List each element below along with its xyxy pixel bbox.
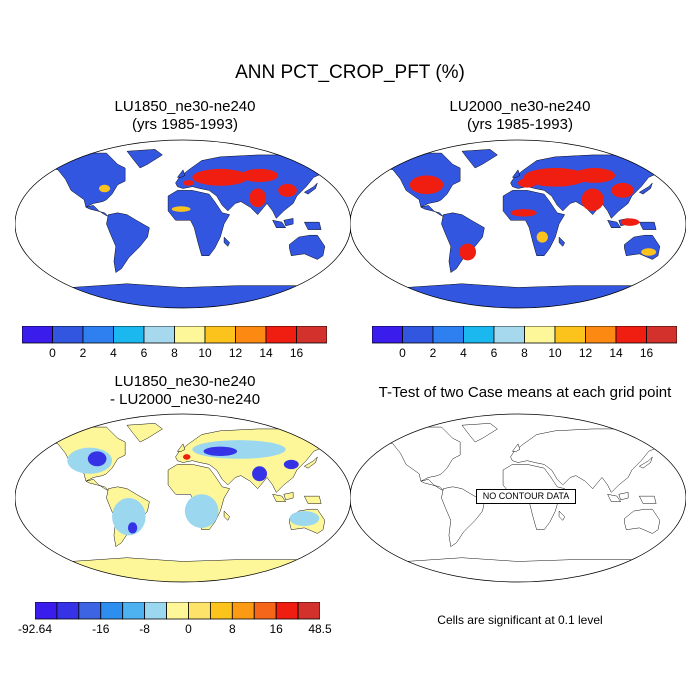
- colorbar-lu2000-tick: 2: [429, 346, 437, 360]
- panel3-title-line2: - LU2000_ne30-ne240: [109, 391, 261, 408]
- panel4-title: T-Test of two Case means at each grid po…: [378, 384, 672, 401]
- colorbar-lu1850-tick: 16: [289, 346, 304, 360]
- panel3-title-line1: LU1850_ne30-ne240: [114, 373, 256, 390]
- colorbar-lu2000-tick: 6: [490, 346, 498, 360]
- colorbar-difference-swatch: [35, 602, 58, 620]
- colorbar-lu1850-tick: 6: [140, 346, 148, 360]
- colorbar-lu2000-ticks: 0 2 4 6 8 10 12 14 16: [372, 346, 677, 362]
- colorbar-difference-swatch: [144, 602, 167, 620]
- colorbar-lu2000-swatch: [646, 326, 677, 344]
- colorbar-lu1850-swatch: [143, 326, 175, 344]
- colorbar-lu2000-tick: 4: [460, 346, 467, 360]
- colorbar-difference-swatch: [253, 602, 277, 620]
- colorbar-lu1850-swatch: [296, 326, 327, 344]
- colorbar-difference-swatch: [231, 602, 255, 620]
- colorbar-lu2000-swatch: [372, 326, 403, 344]
- colorbar-lu1850-tick: 2: [79, 346, 87, 360]
- colorbar-lu1850-tick: 10: [198, 346, 212, 360]
- map-lu1850: [15, 139, 351, 309]
- colorbar-lu2000: [372, 326, 677, 344]
- colorbar-difference-tick: -92.64: [17, 622, 53, 636]
- colorbar-lu1850-tick: 0: [49, 346, 56, 360]
- colorbar-difference-swatch: [166, 602, 189, 620]
- colorbar-difference-swatch: [122, 602, 146, 620]
- colorbar-difference-swatch: [209, 602, 233, 620]
- colorbar-lu1850-tick: 4: [110, 346, 117, 360]
- colorbar-lu1850-swatch: [174, 326, 206, 344]
- colorbar-lu2000-swatch: [615, 326, 647, 344]
- colorbar-lu1850-swatch: [235, 326, 267, 344]
- colorbar-difference-tick: -8: [139, 622, 150, 636]
- colorbar-lu1850-ticks: 0 2 4 6 8 10 12 14 16: [22, 346, 327, 362]
- figure-title: ANN PCT_CROP_PFT (%): [235, 62, 465, 83]
- colorbar-difference-tick: 8: [228, 622, 236, 636]
- crop-high-areas-2000: [409, 168, 640, 261]
- crop-decrease-areas: [87, 446, 299, 534]
- colorbar-difference-tick: -16: [92, 622, 110, 636]
- crop-increase-areas: [183, 454, 191, 460]
- colorbar-lu1850: [22, 326, 327, 344]
- colorbar-difference-swatch: [56, 602, 80, 620]
- colorbar-lu2000-swatch: [402, 326, 434, 344]
- colorbar-lu1850-swatch: [204, 326, 236, 344]
- colorbar-lu2000-tick: 12: [578, 346, 593, 360]
- map-lu2000: [350, 139, 686, 309]
- panel2-title-line2: (yrs 1985-1993): [467, 116, 573, 133]
- colorbar-lu1850-swatch: [52, 326, 84, 344]
- colorbar-lu2000-swatch: [524, 326, 556, 344]
- panel1-title: LU1850_ne30-ne240 (yrs 1985-1993): [20, 98, 350, 134]
- colorbar-difference-tick: 0: [185, 622, 192, 636]
- colorbar-lu2000-tick: 14: [609, 346, 623, 360]
- no-contour-data-label: NO CONTOUR DATA: [476, 489, 576, 504]
- panel3-title: LU1850_ne30-ne240 - LU2000_ne30-ne240: [20, 373, 350, 409]
- panel1-title-line2: (yrs 1985-1993): [132, 116, 238, 133]
- colorbar-lu1850-swatch: [113, 326, 145, 344]
- colorbar-difference-swatch: [78, 602, 102, 620]
- colorbar-lu1850-tick: 8: [171, 346, 178, 360]
- panel2-title-line1: LU2000_ne30-ne240: [449, 98, 591, 115]
- colorbar-lu1850-swatch: [82, 326, 114, 344]
- colorbar-lu2000-swatch: [493, 326, 525, 344]
- colorbar-lu2000-tick: 10: [548, 346, 562, 360]
- colorbar-lu2000-swatch: [432, 326, 464, 344]
- map-difference: [15, 413, 351, 583]
- colorbar-lu2000-swatch: [585, 326, 617, 344]
- colorbar-lu1850-swatch: [22, 326, 53, 344]
- colorbar-lu2000-tick: 8: [521, 346, 528, 360]
- colorbar-lu2000-tick: 0: [399, 346, 406, 360]
- panel1-title-line1: LU1850_ne30-ne240: [114, 98, 256, 115]
- colorbar-lu2000-swatch: [554, 326, 586, 344]
- crop-high-areas-1850: [183, 168, 297, 208]
- colorbar-difference-ticks: -92.64 -16 -8 0 8 16 48.5: [18, 622, 332, 638]
- colorbar-lu2000-tick: 16: [639, 346, 654, 360]
- colorbar-difference-swatch: [275, 602, 299, 620]
- colorbar-lu1850-swatch: [265, 326, 297, 344]
- colorbar-difference-swatch: [100, 602, 124, 620]
- colorbar-difference-tick: 48.5: [308, 622, 332, 636]
- colorbar-difference-swatch: [188, 602, 211, 620]
- significance-note: Cells are significant at 0.1 level: [437, 613, 603, 627]
- panel2-title: LU2000_ne30-ne240 (yrs 1985-1993): [355, 98, 685, 134]
- colorbar-lu1850-tick: 12: [228, 346, 243, 360]
- colorbar-lu2000-swatch: [463, 326, 495, 344]
- colorbar-difference-swatch: [297, 602, 320, 620]
- colorbar-difference-tick: 16: [269, 622, 283, 636]
- colorbar-difference: [35, 602, 320, 620]
- colorbar-lu1850-tick: 14: [259, 346, 273, 360]
